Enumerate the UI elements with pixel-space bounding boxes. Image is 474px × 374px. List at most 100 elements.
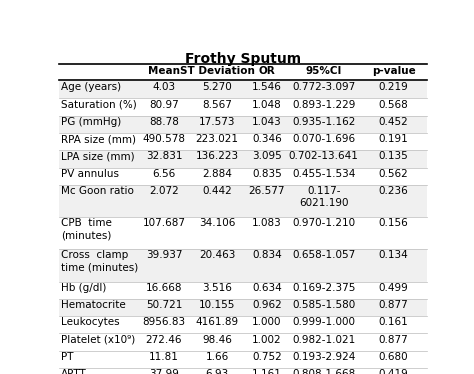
Text: 32.831: 32.831 [146, 151, 182, 162]
Text: 0.808-1.668: 0.808-1.668 [292, 369, 356, 374]
Text: 34.106: 34.106 [199, 218, 236, 228]
Text: Hematocrite: Hematocrite [61, 300, 126, 310]
Text: 0.562: 0.562 [379, 169, 409, 179]
Bar [59, 98, 427, 116]
Text: 0.680: 0.680 [379, 352, 409, 362]
Text: Mean: Mean [148, 66, 180, 76]
Text: 0.236: 0.236 [379, 186, 409, 196]
Text: 26.577: 26.577 [248, 186, 285, 196]
Text: p-value: p-value [372, 66, 415, 76]
Text: 0.982-1.021: 0.982-1.021 [292, 335, 356, 344]
Bar [59, 217, 427, 249]
Text: Cross  clamp
time (minutes): Cross clamp time (minutes) [61, 251, 138, 273]
Text: 0.999-1.000: 0.999-1.000 [292, 317, 355, 327]
Text: 0.568: 0.568 [379, 99, 409, 110]
Text: 1.048: 1.048 [252, 99, 282, 110]
Text: 0.452: 0.452 [379, 117, 409, 127]
Text: 4.03: 4.03 [152, 82, 175, 92]
Text: 17.573: 17.573 [199, 117, 236, 127]
Text: 0.442: 0.442 [202, 186, 232, 196]
Text: Hb (g/dl): Hb (g/dl) [61, 283, 107, 293]
Text: 8956.83: 8956.83 [142, 317, 185, 327]
Text: 8.567: 8.567 [202, 99, 232, 110]
Text: 0.193-2.924: 0.193-2.924 [292, 352, 356, 362]
Text: 1.161: 1.161 [252, 369, 282, 374]
Text: 1.66: 1.66 [206, 352, 229, 362]
Bar [59, 133, 427, 150]
Text: Saturation (%): Saturation (%) [61, 99, 137, 110]
Bar [59, 282, 427, 299]
Bar [59, 299, 427, 316]
Text: 2.884: 2.884 [202, 169, 232, 179]
Bar [59, 168, 427, 185]
Text: 11.81: 11.81 [149, 352, 179, 362]
Text: Frothy Sputum: Frothy Sputum [185, 52, 301, 66]
Text: 0.834: 0.834 [252, 251, 282, 261]
Text: 0.219: 0.219 [379, 82, 409, 92]
Text: 0.419: 0.419 [379, 369, 409, 374]
Bar [59, 351, 427, 368]
Text: 10.155: 10.155 [199, 300, 236, 310]
Bar [59, 185, 427, 217]
Bar [59, 316, 427, 334]
Text: 80.97: 80.97 [149, 99, 179, 110]
Text: OR: OR [258, 66, 275, 76]
Text: 107.687: 107.687 [143, 218, 185, 228]
Text: 0.962: 0.962 [252, 300, 282, 310]
Text: 5.270: 5.270 [202, 82, 232, 92]
Text: APTT: APTT [61, 369, 87, 374]
Text: 0.970-1.210: 0.970-1.210 [292, 218, 356, 228]
Text: 0.117-
6021.190: 0.117- 6021.190 [299, 186, 348, 208]
Text: 0.346: 0.346 [252, 134, 282, 144]
Bar [59, 334, 427, 351]
Text: 0.134: 0.134 [379, 251, 409, 261]
Text: 0.191: 0.191 [379, 134, 409, 144]
Text: 20.463: 20.463 [199, 251, 236, 261]
Text: PT: PT [61, 352, 73, 362]
Text: 6.93: 6.93 [206, 369, 229, 374]
Text: 0.752: 0.752 [252, 352, 282, 362]
Text: 0.585-1.580: 0.585-1.580 [292, 300, 356, 310]
Text: 3.516: 3.516 [202, 283, 232, 293]
Text: 0.135: 0.135 [379, 151, 409, 162]
Text: RPA size (mm): RPA size (mm) [61, 134, 136, 144]
Text: CPB  time
(minutes): CPB time (minutes) [61, 218, 112, 240]
Text: Leukocytes: Leukocytes [61, 317, 120, 327]
Text: 0.772-3.097: 0.772-3.097 [292, 82, 356, 92]
Text: 4161.89: 4161.89 [196, 317, 239, 327]
Text: 136.223: 136.223 [196, 151, 239, 162]
Text: 1.000: 1.000 [252, 317, 282, 327]
Text: 16.668: 16.668 [146, 283, 182, 293]
Text: 39.937: 39.937 [146, 251, 182, 261]
Text: 95%CI: 95%CI [306, 66, 342, 76]
Text: 37.99: 37.99 [149, 369, 179, 374]
Text: ST Deviation: ST Deviation [180, 66, 255, 76]
Text: 0.070-1.696: 0.070-1.696 [292, 134, 356, 144]
Text: Mc Goon ratio: Mc Goon ratio [61, 186, 134, 196]
Text: 0.156: 0.156 [379, 218, 409, 228]
Text: 50.721: 50.721 [146, 300, 182, 310]
Bar [59, 116, 427, 133]
Text: 0.455-1.534: 0.455-1.534 [292, 169, 356, 179]
Bar [59, 249, 427, 282]
Text: 0.702-13.641: 0.702-13.641 [289, 151, 359, 162]
Text: Age (years): Age (years) [61, 82, 121, 92]
Text: LPA size (mm): LPA size (mm) [61, 151, 135, 162]
Text: 1.002: 1.002 [252, 335, 282, 344]
Text: 490.578: 490.578 [143, 134, 185, 144]
Text: 0.877: 0.877 [379, 300, 409, 310]
Text: 0.893-1.229: 0.893-1.229 [292, 99, 356, 110]
Text: 0.935-1.162: 0.935-1.162 [292, 117, 356, 127]
Text: 0.877: 0.877 [379, 335, 409, 344]
Text: 223.021: 223.021 [196, 134, 239, 144]
Text: 3.095: 3.095 [252, 151, 282, 162]
Text: Platelet (x10⁹): Platelet (x10⁹) [61, 335, 136, 344]
Text: 0.634: 0.634 [252, 283, 282, 293]
Text: PV annulus: PV annulus [61, 169, 119, 179]
Text: 1.043: 1.043 [252, 117, 282, 127]
Text: 1.546: 1.546 [252, 82, 282, 92]
Text: 0.499: 0.499 [379, 283, 409, 293]
Text: 0.169-2.375: 0.169-2.375 [292, 283, 356, 293]
Text: 1.083: 1.083 [252, 218, 282, 228]
Text: 0.835: 0.835 [252, 169, 282, 179]
